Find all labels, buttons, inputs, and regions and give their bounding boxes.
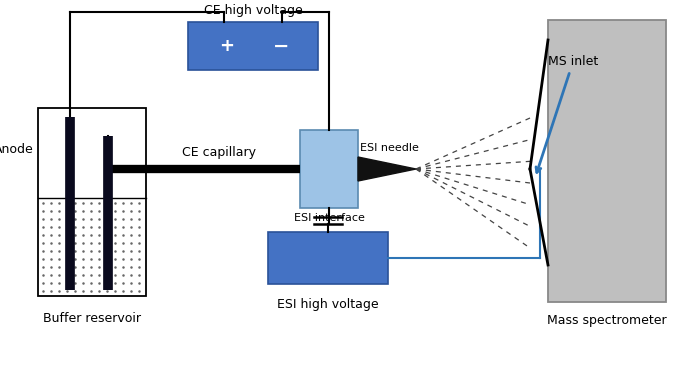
Text: MS inlet: MS inlet xyxy=(536,55,599,173)
Text: ESI needle: ESI needle xyxy=(360,143,419,153)
Bar xyxy=(38,108,146,296)
Bar xyxy=(268,232,388,284)
Text: −: − xyxy=(273,36,290,56)
Bar xyxy=(38,108,146,296)
Text: CE capillary: CE capillary xyxy=(182,146,256,159)
Bar xyxy=(300,130,358,208)
Text: Buffer reservoir: Buffer reservoir xyxy=(43,312,141,325)
Text: +: + xyxy=(219,37,235,55)
Bar xyxy=(188,22,318,70)
Bar xyxy=(548,20,666,302)
Text: Anode: Anode xyxy=(0,143,34,156)
Polygon shape xyxy=(358,157,416,181)
Text: ESI high voltage: ESI high voltage xyxy=(277,298,379,311)
Text: CE high voltage: CE high voltage xyxy=(204,4,302,17)
Text: Mass spectrometer: Mass spectrometer xyxy=(547,314,667,327)
Text: ESI interface: ESI interface xyxy=(294,213,365,223)
